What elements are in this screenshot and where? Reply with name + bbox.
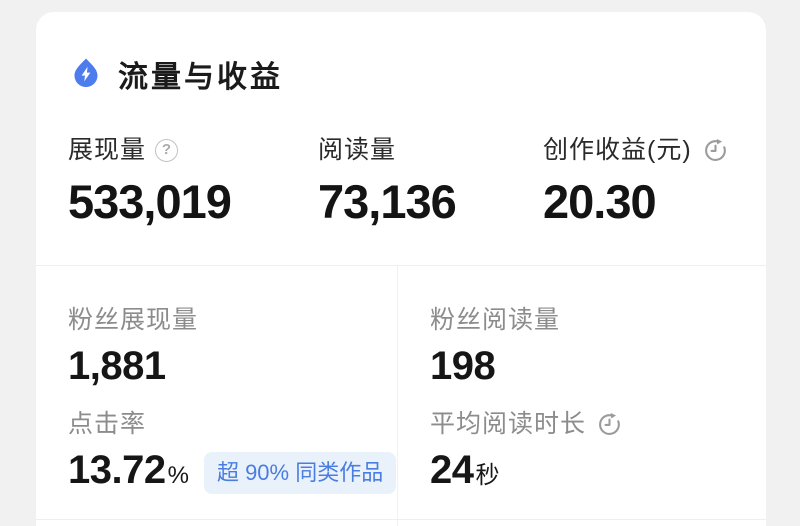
fans-reads-value: 198 — [430, 344, 496, 388]
unit-percent: % — [167, 462, 189, 489]
metric-revenue: 创作收益(元) 20.30 — [543, 134, 734, 230]
top-metrics: 展现量 ? 533,019 阅读量 73,136 创作收益(元) 20.30 — [36, 96, 766, 230]
metric-impressions: 展现量 ? 533,019 — [68, 134, 318, 230]
fans-impressions-label: 粉丝展现量 — [68, 306, 199, 334]
fans-reads-label: 粉丝阅读量 — [430, 306, 561, 334]
metric-reads: 阅读量 73,136 — [318, 134, 543, 230]
card-header: 流量与收益 — [36, 12, 766, 96]
bottom-divider — [36, 519, 766, 520]
avg-read-time-label-row: 平均阅读时长 — [430, 408, 742, 440]
metric-impressions-value: 533,019 — [68, 175, 232, 228]
clock-history-icon[interactable] — [597, 412, 622, 437]
metric-revenue-label-row: 创作收益(元) — [543, 134, 734, 166]
avg-read-time-number: 24 — [430, 448, 474, 492]
avg-read-time-value: 24秒 — [430, 446, 742, 500]
ctr-value: 13.72% — [68, 446, 189, 500]
metric-revenue-value: 20.30 — [543, 175, 657, 228]
metric-reads-value: 73,136 — [318, 175, 457, 228]
card-title: 流量与收益 — [118, 61, 283, 94]
metric-reads-label: 阅读量 — [318, 136, 397, 164]
bottom-right-column: 粉丝阅读量 198 平均阅读时长 24秒 — [397, 266, 766, 500]
metric-impressions-label-row: 展现量 ? — [68, 134, 318, 166]
ctr-label: 点击率 — [68, 410, 147, 438]
section-divider — [36, 265, 766, 266]
ctr-badge: 超 90% 同类作品 — [203, 452, 397, 494]
metric-reads-label-row: 阅读量 — [318, 134, 543, 166]
ctr-number: 13.72 — [68, 448, 166, 492]
ctr-value-row: 13.72% 超 90% 同类作品 — [68, 446, 397, 500]
bottom-left-column: 粉丝展现量 1,881 点击率 13.72% 超 90% 同类作品 — [36, 266, 397, 500]
lightning-drop-icon — [74, 58, 98, 87]
metric-revenue-label: 创作收益(元) — [543, 136, 692, 164]
unit-seconds: 秒 — [475, 462, 500, 489]
clock-history-icon[interactable] — [703, 138, 728, 163]
traffic-revenue-card: 流量与收益 展现量 ? 533,019 阅读量 73,136 创作收益(元) — [36, 12, 766, 526]
fans-impressions-value: 1,881 — [68, 344, 166, 388]
avg-read-time-label: 平均阅读时长 — [430, 410, 587, 438]
column-divider — [397, 266, 398, 526]
metric-impressions-label: 展现量 — [68, 136, 147, 164]
bottom-metrics: 粉丝展现量 1,881 点击率 13.72% 超 90% 同类作品 粉丝阅读量 … — [36, 266, 766, 526]
help-icon[interactable]: ? — [155, 138, 179, 162]
